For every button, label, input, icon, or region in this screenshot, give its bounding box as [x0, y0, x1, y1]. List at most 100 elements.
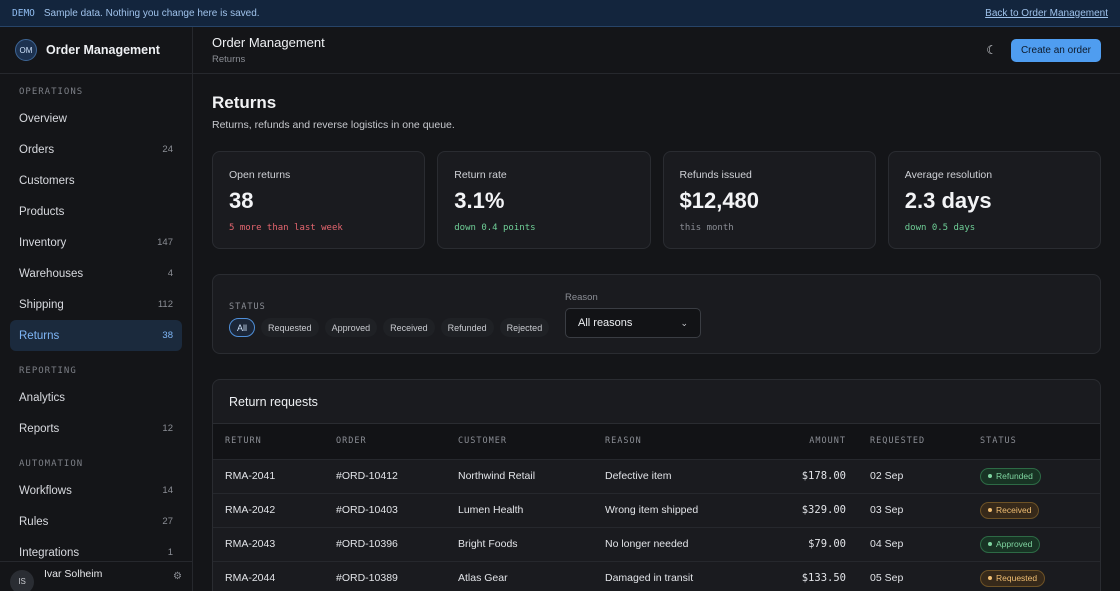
- stat-value: 38: [229, 188, 254, 213]
- sidebar-item-count: 147: [157, 237, 173, 248]
- status-badge-label: Refunded: [996, 471, 1033, 481]
- main: Order Management Returns ☾ Create an ord…: [193, 27, 1120, 591]
- moon-icon[interactable]: ☾: [986, 43, 997, 57]
- cell-return: RMA-2042: [213, 492, 324, 527]
- sidebar-item-label: Products: [19, 205, 65, 218]
- sidebar-item-shipping[interactable]: Shipping 112: [10, 289, 182, 320]
- stat-label: Average resolution: [904, 169, 993, 181]
- chevron-down-icon: ⌄: [680, 317, 688, 328]
- reason-label: Reason: [565, 292, 598, 303]
- cell-order: #ORD-10412: [324, 458, 446, 493]
- stat-note: this month: [679, 223, 734, 233]
- demo-banner: DEMO Sample data. Nothing you change her…: [0, 0, 1120, 27]
- back-link[interactable]: Back to Order Management: [985, 7, 1108, 19]
- sidebar-item-label: Analytics: [19, 391, 66, 404]
- sidebar-item-label: Overview: [19, 112, 67, 125]
- user-name: Ivar Solheim: [44, 567, 103, 580]
- page-title: Returns: [212, 93, 277, 112]
- stat-label: Return rate: [454, 169, 507, 181]
- sidebar-item-label: Returns: [19, 329, 60, 342]
- status-badge-label: Received: [996, 505, 1032, 515]
- sidebar-item-label: Customers: [19, 174, 75, 187]
- cell-amount: $178.00: [738, 458, 858, 493]
- cell-status: Approved: [968, 526, 1100, 561]
- status-chip-requested[interactable]: Requested: [261, 318, 319, 337]
- sidebar-item-customers[interactable]: Customers: [10, 165, 182, 196]
- brand[interactable]: OM Order Management: [0, 27, 192, 74]
- stat-note: down 0.4 points: [454, 223, 536, 233]
- create-order-button[interactable]: Create an order: [1010, 38, 1101, 62]
- status-chip-rejected[interactable]: Rejected: [499, 318, 550, 337]
- table-row[interactable]: RMA-2041 #ORD-10412 Northwind Retail Defect…: [213, 458, 1100, 493]
- status-badge: Received: [980, 501, 1040, 519]
- sidebar-item-label: Rules: [19, 515, 49, 528]
- sidebar-item-count: 38: [162, 330, 173, 341]
- cell-requested: 04 Sep: [858, 526, 968, 561]
- sidebar-item-returns[interactable]: Returns 38: [10, 320, 182, 351]
- brand-logo: OM: [15, 39, 37, 61]
- demo-tag: DEMO: [12, 7, 35, 19]
- sidebar-item-products[interactable]: Products: [10, 196, 182, 227]
- sidebar-item-count: 12: [162, 423, 173, 434]
- column-header: ORDER: [336, 436, 367, 447]
- table-row[interactable]: RMA-2043 #ORD-10396 Bright Foods No longer …: [213, 526, 1100, 561]
- sidebar-item-reports[interactable]: Reports 12: [10, 413, 182, 444]
- cell-requested: 05 Sep: [858, 560, 968, 591]
- sidebar-item-workflows[interactable]: Workflows 14: [10, 475, 182, 506]
- stat-card: Open returns 38 5 more than last week: [212, 151, 426, 249]
- nav-section-title: REPORTING: [19, 366, 77, 376]
- status-badge: Requested: [980, 569, 1046, 587]
- status-chips: All Requested Approved Received Refunded Reje…: [229, 318, 550, 337]
- status-chip-all[interactable]: All: [229, 318, 256, 337]
- avatar: IS: [10, 569, 34, 591]
- cell-requested: 03 Sep: [858, 492, 968, 527]
- topbar-title: Order Management: [212, 35, 325, 50]
- return-requests-table: Return requests RETURN ORDER CUSTOMER REASO…: [212, 379, 1101, 591]
- sidebar-item-inventory[interactable]: Inventory 147: [10, 227, 182, 258]
- cell-customer: Atlas Gear: [446, 560, 593, 591]
- sidebar-item-warehouses[interactable]: Warehouses 4: [10, 258, 182, 289]
- sidebar-item-rules[interactable]: Rules 27: [10, 506, 182, 537]
- status-dot-icon: [988, 576, 992, 581]
- table-row[interactable]: RMA-2042 #ORD-10403 Lumen Health Wrong item…: [213, 492, 1100, 527]
- cell-customer: Northwind Retail: [446, 458, 593, 493]
- status-badge: Refunded: [980, 467, 1041, 485]
- stat-value: 3.1%: [454, 188, 505, 213]
- sidebar-item-label: Integrations: [19, 546, 80, 559]
- table-header: RETURN ORDER CUSTOMER REASON AMOUNT REQUESTED…: [213, 424, 1100, 459]
- sidebar-item-orders[interactable]: Orders 24: [10, 134, 182, 165]
- status-badge-label: Approved: [996, 539, 1033, 549]
- status-dot-icon: [988, 474, 992, 478]
- cell-customer: Lumen Health: [446, 492, 593, 527]
- cell-requested: 02 Sep: [858, 458, 968, 493]
- status-chip-received[interactable]: Received: [383, 318, 435, 337]
- cell-order: #ORD-10403: [324, 492, 446, 527]
- sidebar-item-count: 4: [167, 268, 173, 279]
- cell-return: RMA-2044: [213, 560, 324, 591]
- sidebar-nav: OPERATIONS Overview Orders 24 Customers Produ…: [0, 83, 192, 568]
- cell-order: #ORD-10396: [324, 526, 446, 561]
- sidebar-item-count: 24: [162, 144, 173, 155]
- table-row[interactable]: RMA-2044 #ORD-10389 Atlas Gear Damaged in t…: [213, 560, 1100, 591]
- sidebar-item-analytics[interactable]: Analytics: [10, 382, 182, 413]
- status-chip-approved[interactable]: Approved: [324, 318, 378, 337]
- cell-reason: Wrong item shipped: [593, 492, 738, 527]
- sidebar-item-overview[interactable]: Overview: [10, 103, 182, 134]
- reason-select-value: All reasons: [578, 317, 633, 329]
- sidebar-item-count: 14: [162, 485, 173, 496]
- demo-message: Sample data. Nothing you change here is …: [43, 7, 260, 19]
- column-header: STATUS: [980, 436, 1017, 447]
- status-chip-refunded[interactable]: Refunded: [440, 318, 494, 337]
- topbar: Order Management Returns ☾ Create an ord…: [193, 27, 1120, 74]
- sidebar-item-integrations[interactable]: Integrations 1: [10, 537, 182, 568]
- sidebar-item-label: Reports: [19, 422, 60, 435]
- cell-status: Received: [968, 492, 1100, 527]
- settings-icon[interactable]: ⚙: [173, 571, 182, 582]
- user-menu[interactable]: IS Ivar Solheim ⚙: [0, 561, 192, 591]
- cell-status: Refunded: [968, 458, 1100, 493]
- cell-amount: $133.50: [738, 560, 858, 591]
- cell-amount: $79.00: [738, 526, 858, 561]
- cell-amount: $329.00: [738, 492, 858, 527]
- cell-return: RMA-2043: [213, 526, 324, 561]
- reason-select[interactable]: All reasons ⌄: [565, 308, 701, 338]
